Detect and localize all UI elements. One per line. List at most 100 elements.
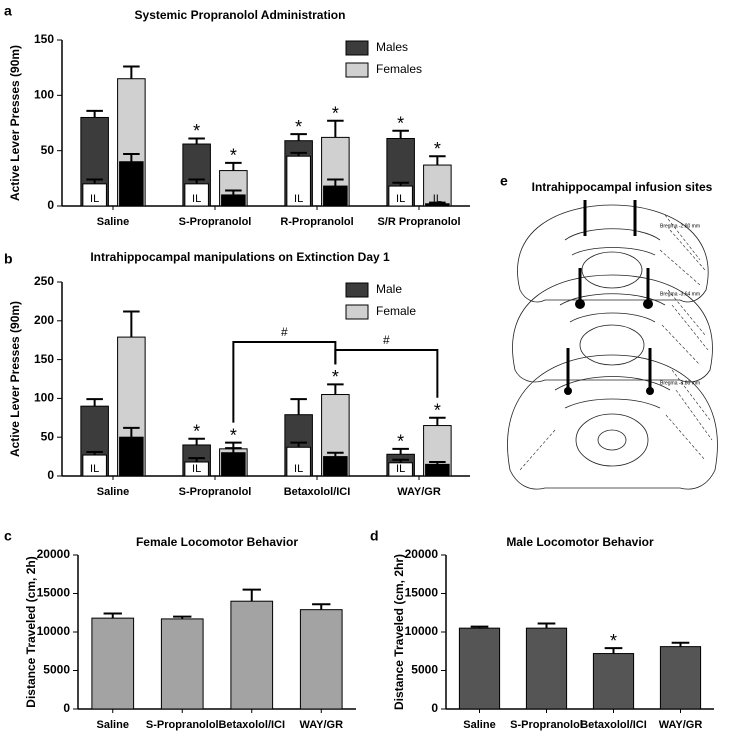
il-label: IL: [229, 193, 238, 205]
brain-sections: Bregma -2.80 mm Bregma -3.64 mm Bregma -…: [507, 200, 718, 490]
x-tick-label: R-Propranolol: [280, 216, 353, 228]
bar: [91, 617, 135, 710]
x-tick-label: Saline: [463, 719, 495, 731]
y-tick-label: 150: [34, 352, 54, 366]
y-axis-label: Active Lever Presses (90m): [8, 45, 22, 201]
significance-star: *: [610, 631, 617, 651]
significance-star: *: [397, 432, 404, 452]
y-tick-label: 0: [47, 468, 54, 482]
x-tick-label: Saline: [97, 719, 129, 731]
il-label: IL: [294, 463, 303, 475]
x-tick-label: Betaxolol/ICI: [218, 719, 285, 731]
significance-star: *: [332, 104, 339, 124]
il-label: IL: [192, 193, 201, 205]
il-label: IL: [396, 193, 405, 205]
legend-swatch: [345, 40, 369, 56]
significance-star: *: [434, 139, 441, 159]
il-label: IL: [331, 463, 340, 475]
x-tick-label: Betaxolol/ICI: [284, 486, 351, 498]
panel-label: a: [4, 3, 12, 19]
y-tick-label: 200: [34, 313, 54, 327]
chart-title: Systemic Propranolol Administration: [135, 8, 346, 22]
y-tick-label: 50: [41, 143, 55, 157]
bar: [458, 627, 501, 710]
x-tick-label: S/R Propranolol: [377, 216, 460, 228]
legend-label: Female: [376, 304, 416, 318]
x-tick-label: S-Propranolol: [510, 719, 583, 731]
significance-bracket: [334, 349, 439, 398]
il-label: IL: [396, 463, 405, 475]
significance-star: *: [193, 121, 200, 141]
bar: [299, 609, 343, 710]
y-tick-label: 20000: [405, 547, 439, 561]
section: Bregma -2.80 mm: [517, 200, 709, 303]
significance-star: *: [434, 401, 441, 421]
significance-bracket: [232, 341, 337, 423]
significance-star: *: [295, 117, 302, 137]
y-axis-label: Distance Traveled (cm, 2h): [24, 556, 38, 707]
il-label: IL: [433, 463, 442, 475]
y-tick-label: 15000: [405, 586, 439, 600]
chart-title: Female Locomotor Behavior: [136, 535, 298, 549]
bracket-label: #: [281, 325, 288, 339]
x-tick-label: Betaxolol/ICI: [580, 719, 647, 731]
bar: [160, 618, 204, 710]
x-tick-label: Saline: [97, 486, 129, 498]
bar: [592, 653, 635, 710]
legend-label: Males: [376, 40, 408, 54]
y-axis-label: Distance Traveled (cm, 2hr): [392, 554, 406, 710]
y-tick-label: 100: [34, 391, 54, 405]
y-tick-label: 0: [47, 198, 54, 212]
il-label: IL: [192, 463, 201, 475]
il-label: IL: [229, 463, 238, 475]
bar: [659, 646, 702, 710]
y-tick-label: 15000: [37, 586, 71, 600]
y-tick-label: 150: [34, 32, 54, 46]
y-tick-label: 5000: [411, 663, 438, 677]
legend-swatch: [345, 304, 369, 320]
legend-label: Females: [376, 62, 422, 76]
il-label: IL: [294, 193, 303, 205]
significance-star: *: [193, 422, 200, 442]
significance-star: *: [397, 113, 404, 133]
x-tick-label: WAY/GR: [659, 719, 703, 731]
chart-title: Male Locomotor Behavior: [506, 535, 654, 549]
x-tick-label: S-Propranolol: [146, 719, 219, 731]
x-tick-label: Saline: [97, 216, 129, 228]
il-label: IL: [127, 463, 136, 475]
il-label: IL: [127, 193, 136, 205]
bar: [230, 600, 274, 710]
section: Bregma -3.64 mm: [512, 268, 713, 383]
y-tick-label: 0: [431, 701, 438, 715]
il-label: IL: [90, 193, 99, 205]
panel-label: c: [4, 528, 12, 544]
y-tick-label: 10000: [37, 624, 71, 638]
x-tick-label: WAY/GR: [397, 486, 441, 498]
legend-swatch: [345, 62, 369, 78]
y-tick-label: 0: [63, 701, 70, 715]
panel-label: e: [500, 173, 508, 189]
il-label: IL: [331, 193, 340, 205]
y-tick-label: 50: [41, 429, 55, 443]
y-tick-label: 20000: [37, 547, 71, 561]
section: Bregma -3.80 mm: [507, 348, 718, 490]
bregma-label: Bregma -3.64 mm: [660, 291, 700, 297]
panel-label: b: [4, 251, 13, 267]
significance-star: *: [230, 146, 237, 166]
y-tick-label: 5000: [43, 663, 70, 677]
bregma-label: Bregma -2.80 mm: [660, 223, 700, 229]
panel-title: Intrahippocampal infusion sites: [532, 180, 713, 194]
legend-label: Male: [376, 282, 402, 296]
y-tick-label: 10000: [405, 624, 439, 638]
bracket-label: #: [383, 333, 390, 347]
y-tick-label: 250: [34, 274, 54, 288]
x-tick-label: WAY/GR: [299, 719, 343, 731]
bar: [525, 627, 568, 710]
significance-star: *: [332, 367, 339, 387]
x-tick-label: S-Propranolol: [179, 216, 252, 228]
chart-title: Intrahippocampal manipulations on Extinc…: [90, 250, 390, 264]
y-axis-label: Active Lever Presses (90m): [8, 301, 22, 457]
panel-label: d: [370, 528, 379, 544]
significance-star: *: [230, 425, 237, 445]
